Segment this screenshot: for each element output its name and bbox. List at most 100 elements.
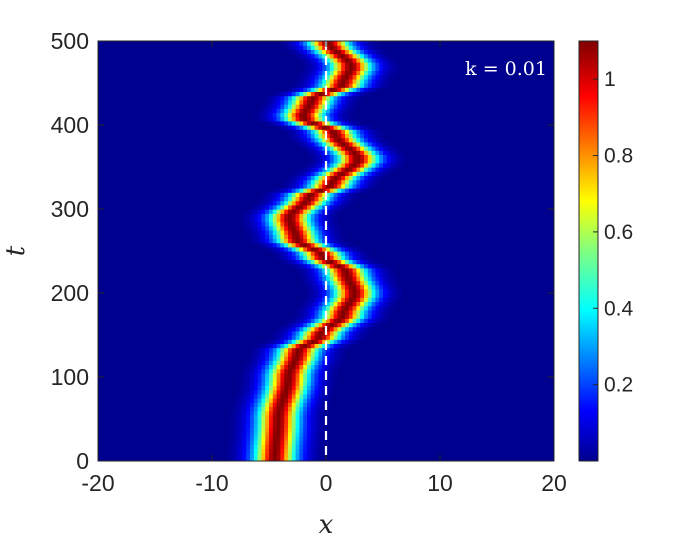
heatmap-cell	[299, 230, 304, 235]
heatmap-cell	[295, 351, 300, 357]
heatmap-cell	[276, 204, 281, 210]
heatmap-cell	[231, 456, 236, 461]
heatmap-cell	[291, 402, 297, 407]
heatmap-cell	[333, 351, 338, 357]
heatmap-cell	[284, 221, 289, 227]
heatmap-cell	[295, 381, 300, 386]
heatmap-cell	[341, 120, 346, 126]
heatmap-cell	[345, 66, 350, 71]
heatmap-cell	[390, 272, 395, 277]
heatmap-cell	[326, 272, 331, 277]
heatmap-cell	[310, 288, 316, 294]
heatmap-cell	[348, 196, 354, 202]
heatmap-cell	[303, 112, 308, 118]
heatmap-cell	[234, 440, 240, 445]
heatmap-cell	[238, 448, 243, 454]
heatmap-cell	[272, 255, 278, 260]
heatmap-cell	[345, 267, 350, 273]
heatmap-cell	[345, 112, 350, 118]
heatmap-cell	[227, 419, 232, 424]
heatmap-cell	[322, 305, 327, 311]
heatmap-cell	[310, 66, 316, 71]
heatmap-cell	[375, 263, 380, 269]
heatmap-cell	[329, 200, 335, 206]
heatmap-cell	[337, 91, 342, 97]
heatmap-cell	[367, 53, 373, 59]
heatmap-cell	[269, 372, 274, 378]
heatmap-cell	[356, 318, 361, 323]
heatmap-cell	[246, 377, 251, 382]
heatmap-cell	[246, 230, 251, 235]
heatmap-cell	[299, 389, 304, 395]
heatmap-cell	[364, 259, 369, 265]
heatmap-cell	[394, 280, 399, 286]
heatmap-cell	[318, 141, 323, 147]
heatmap-cell	[269, 347, 274, 353]
heatmap-cell	[295, 360, 300, 365]
heatmap-cell	[307, 175, 312, 181]
heatmap-cell	[261, 372, 266, 378]
heatmap-cell	[329, 301, 335, 307]
heatmap-cell	[234, 414, 240, 420]
heatmap-cell	[341, 305, 346, 311]
heatmap-cell	[371, 158, 376, 164]
heatmap-cell	[307, 108, 312, 113]
heatmap-cell	[276, 217, 281, 223]
heatmap-cell	[246, 360, 251, 365]
heatmap-cell	[265, 406, 270, 412]
heatmap-cell	[333, 305, 338, 311]
heatmap-cell	[318, 431, 323, 437]
heatmap-cell	[307, 204, 312, 210]
heatmap-cell	[272, 389, 278, 395]
heatmap-cell	[310, 293, 316, 298]
heatmap-cell	[356, 301, 361, 307]
heatmap-cell	[261, 452, 266, 458]
heatmap-cell	[345, 183, 350, 189]
heatmap-cell	[227, 456, 232, 461]
heatmap-cell	[269, 104, 274, 109]
heatmap-cell	[276, 381, 281, 386]
heatmap-cell	[314, 385, 319, 391]
heatmap-cell	[284, 406, 289, 412]
heatmap-cell	[318, 225, 323, 231]
heatmap-cell	[318, 238, 323, 244]
heatmap-cell	[318, 213, 323, 218]
heatmap-cell	[329, 74, 335, 80]
heatmap-cell	[386, 158, 392, 164]
heatmap-cell	[333, 293, 338, 298]
heatmap-cell	[379, 280, 384, 286]
heatmap-cell	[288, 318, 293, 323]
heatmap-cell	[341, 360, 346, 365]
heatmap-cell	[333, 255, 338, 260]
heatmap-cell	[379, 78, 384, 84]
heatmap-cell	[318, 314, 323, 319]
heatmap-cell	[295, 330, 300, 336]
heatmap-cell	[386, 83, 392, 88]
heatmap-cell	[265, 230, 270, 235]
heatmap-cell	[310, 419, 316, 424]
heatmap-cell	[345, 83, 350, 88]
heatmap-cell	[295, 444, 300, 449]
heatmap-cell	[307, 301, 312, 307]
heatmap-cell	[276, 120, 281, 126]
heatmap-cell	[303, 389, 308, 395]
heatmap-cell	[238, 452, 243, 458]
heatmap-cell	[352, 272, 357, 277]
heatmap-cell	[318, 456, 323, 461]
heatmap-cell	[303, 259, 308, 265]
heatmap-cell	[238, 402, 243, 407]
heatmap-cell	[295, 322, 300, 328]
heatmap-cell	[265, 238, 270, 244]
heatmap-cell	[246, 427, 251, 433]
heatmap-cell	[383, 276, 388, 281]
heatmap-cell	[299, 225, 304, 231]
heatmap-cell	[284, 456, 289, 461]
heatmap-cell	[364, 53, 369, 59]
heatmap-cell	[257, 225, 262, 231]
heatmap-cell	[348, 120, 354, 126]
heatmap-cell	[341, 204, 346, 210]
heatmap-cell	[322, 414, 327, 420]
heatmap-cell	[322, 83, 327, 88]
heatmap-cell	[348, 45, 354, 50]
heatmap-cell	[375, 45, 380, 50]
